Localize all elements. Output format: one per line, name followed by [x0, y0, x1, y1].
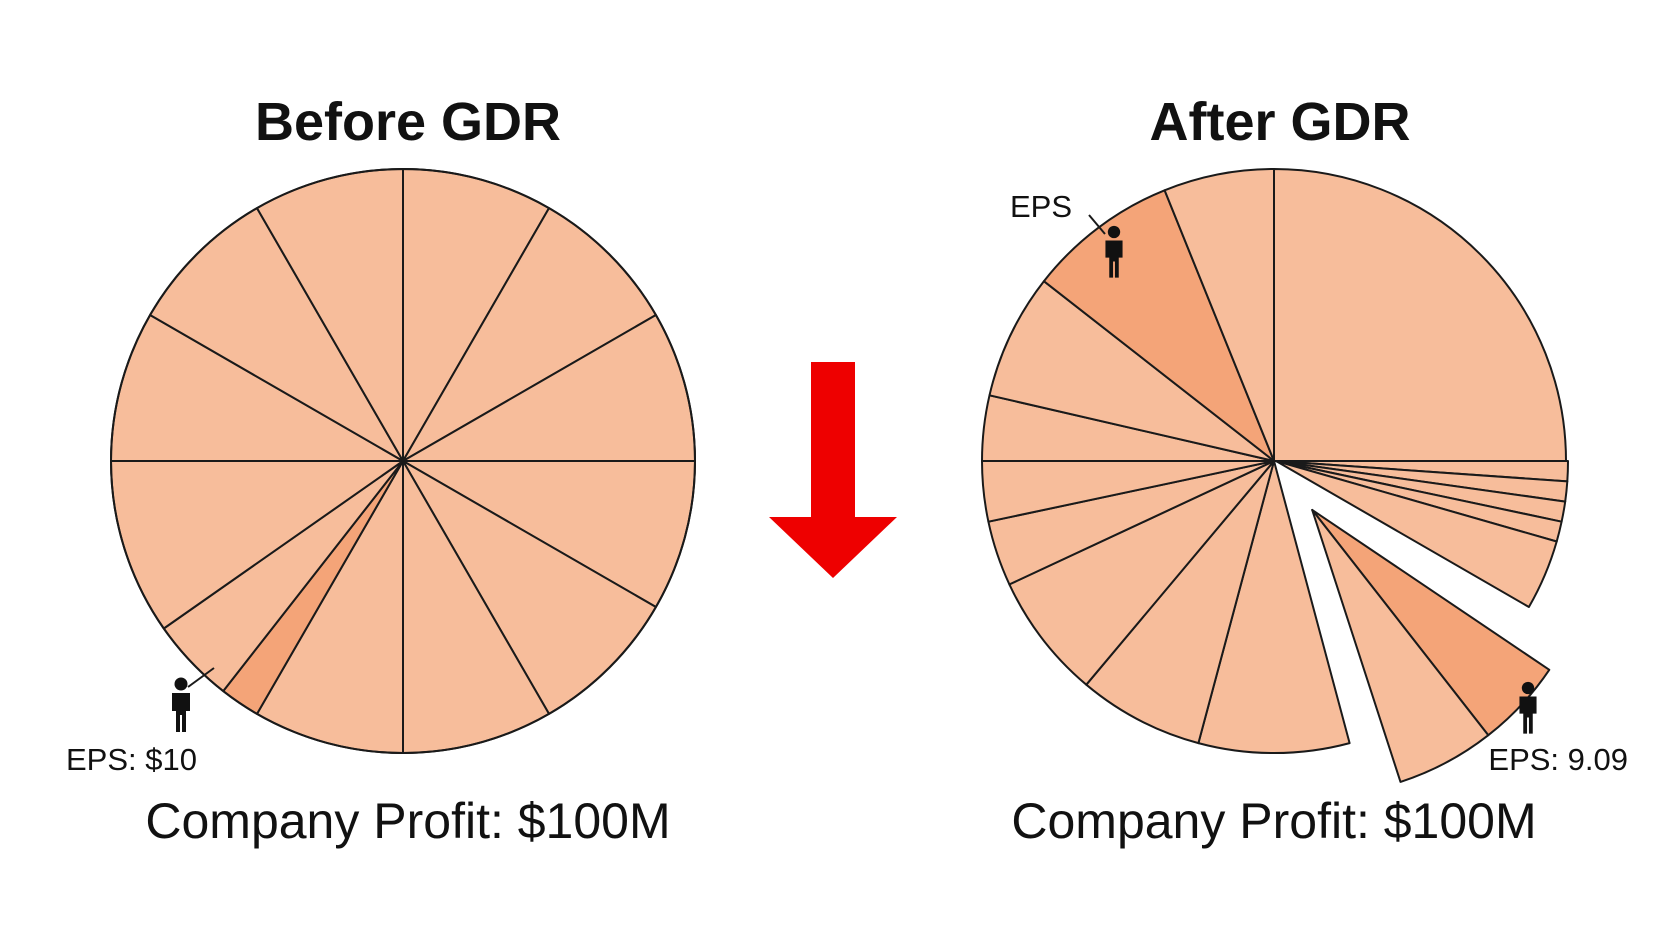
after-eps-top-pointer	[1088, 214, 1106, 235]
before-profit-label: Company Profit: $100M	[145, 793, 670, 849]
after-pie-slice	[1197, 460, 1351, 754]
before-title: Before GDR	[255, 92, 561, 152]
after-pie-slice	[1273, 168, 1567, 462]
before-pie-outline	[110, 168, 696, 754]
after-pie-slice	[988, 280, 1275, 462]
before-panel: Before GDR EPS: $10 Company Profit: $100…	[66, 92, 696, 849]
after-pie-slice	[1085, 460, 1275, 745]
arrow-down-icon	[769, 362, 897, 578]
after-pie-slice	[1275, 460, 1558, 608]
after-pie-slice	[1008, 460, 1275, 686]
after-eps-top-label: EPS	[1010, 189, 1072, 224]
before-eps-pointer	[187, 667, 215, 688]
after-title: After GDR	[1149, 92, 1410, 152]
after-profit-label: Company Profit: $100M	[1011, 793, 1536, 849]
before-pie-chart	[110, 168, 696, 754]
after-pie-chart	[981, 168, 1570, 783]
before-eps-label: EPS: $10	[66, 742, 197, 777]
after-exploded-slice	[1311, 508, 1490, 783]
after-panel: After GDR EPS EPS: 9.09 Company Profit: …	[981, 92, 1628, 849]
after-person-icon-top	[1105, 225, 1123, 278]
after-eps-label: EPS: 9.09	[1488, 742, 1628, 777]
before-person-icon	[172, 677, 190, 732]
after-highlighted-slice	[1042, 189, 1275, 462]
after-person-icon-bottom	[1519, 681, 1537, 734]
